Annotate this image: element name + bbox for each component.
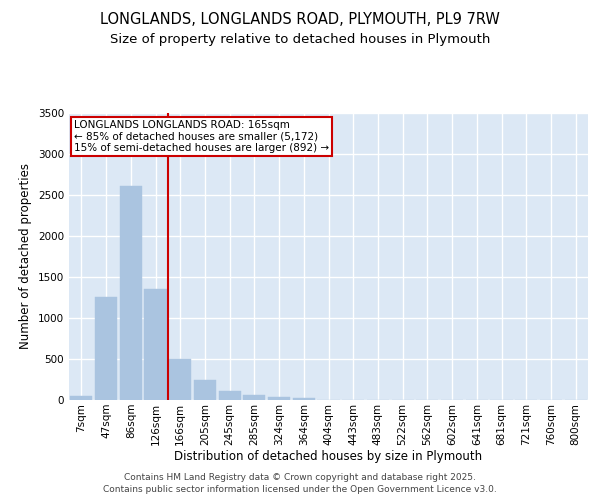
Bar: [169, 359, 191, 400]
Text: Size of property relative to detached houses in Plymouth: Size of property relative to detached ho…: [110, 32, 490, 46]
Bar: [293, 398, 315, 400]
Bar: [218, 391, 241, 400]
Bar: [95, 298, 117, 400]
Y-axis label: Number of detached properties: Number of detached properties: [19, 163, 32, 350]
Text: LONGLANDS LONGLANDS ROAD: 165sqm
← 85% of detached houses are smaller (5,172)
15: LONGLANDS LONGLANDS ROAD: 165sqm ← 85% o…: [74, 120, 329, 153]
Text: Contains public sector information licensed under the Open Government Licence v3: Contains public sector information licen…: [103, 485, 497, 494]
Bar: [243, 396, 265, 400]
Text: LONGLANDS, LONGLANDS ROAD, PLYMOUTH, PL9 7RW: LONGLANDS, LONGLANDS ROAD, PLYMOUTH, PL9…: [100, 12, 500, 28]
Bar: [268, 396, 290, 400]
Bar: [119, 186, 142, 400]
Bar: [194, 380, 216, 400]
Text: Contains HM Land Registry data © Crown copyright and database right 2025.: Contains HM Land Registry data © Crown c…: [124, 472, 476, 482]
Bar: [70, 396, 92, 400]
X-axis label: Distribution of detached houses by size in Plymouth: Distribution of detached houses by size …: [175, 450, 482, 464]
Bar: [145, 289, 167, 400]
